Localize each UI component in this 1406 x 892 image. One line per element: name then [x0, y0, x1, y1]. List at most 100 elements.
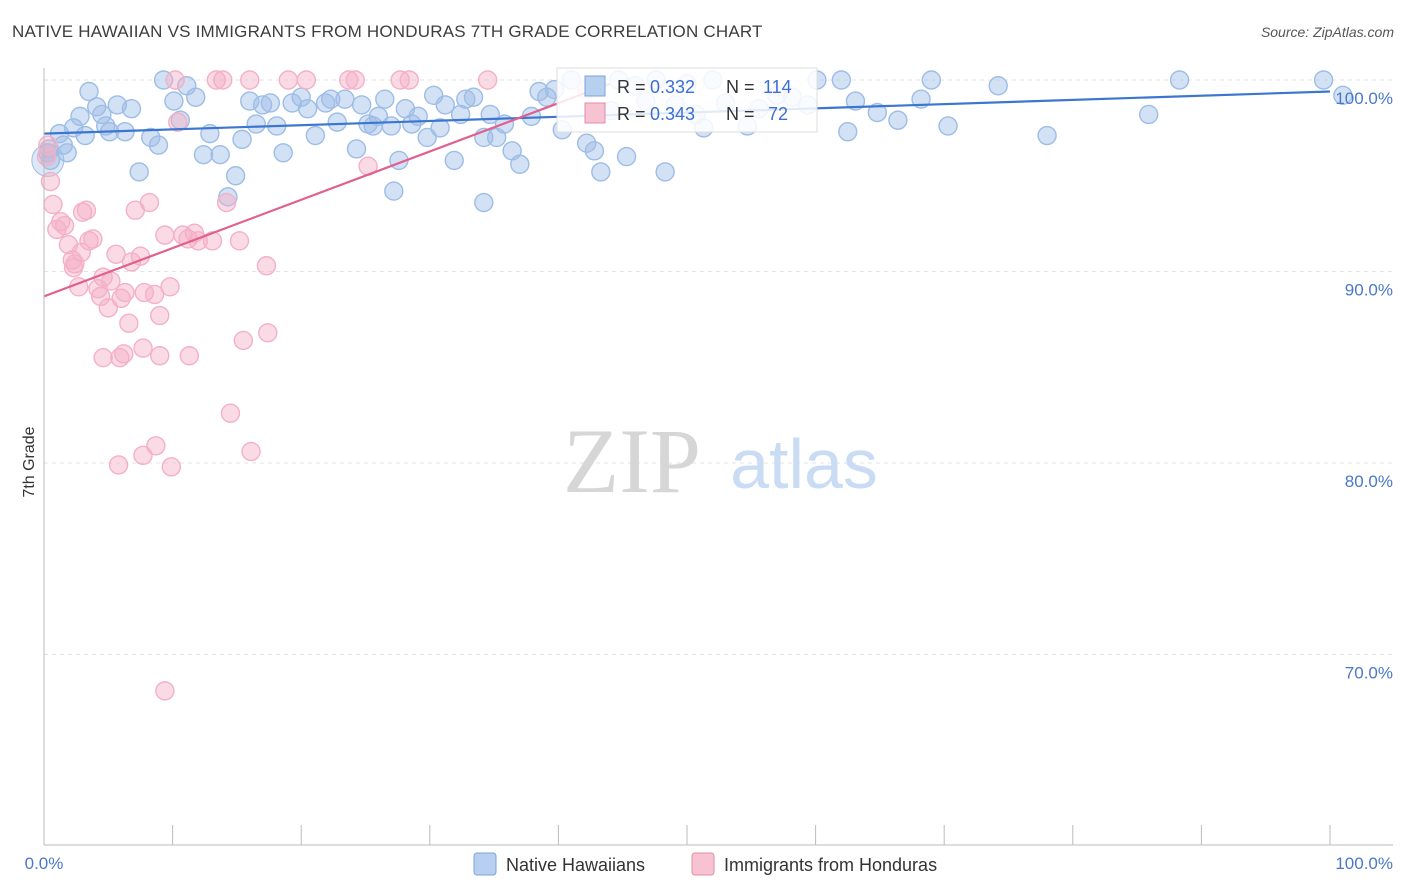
trend-line-honduras	[43, 82, 611, 298]
data-point-honduras	[399, 70, 419, 90]
y-tick-label: 80.0%	[1345, 472, 1393, 491]
data-point-native-hawaiian	[305, 125, 326, 146]
data-point-honduras	[93, 347, 113, 368]
x-tick-label-min: 0.0%	[25, 854, 64, 873]
data-point-native-hawaiian	[474, 192, 494, 213]
legend: Native Hawaiians Immigrants from Hondura…	[473, 852, 937, 876]
data-point-native-hawaiian	[867, 102, 888, 123]
data-point-honduras	[90, 286, 111, 307]
data-point-native-hawaiian	[297, 99, 318, 119]
data-point-honduras	[256, 256, 277, 276]
data-point-honduras	[83, 229, 103, 249]
data-point-native-hawaiian	[463, 87, 484, 107]
stats-n-value-2: 72	[763, 104, 788, 124]
legend-swatch-honduras	[691, 852, 715, 876]
data-point-native-hawaiian	[57, 143, 77, 163]
data-point-honduras	[160, 277, 180, 297]
data-point-native-hawaiian	[1037, 125, 1057, 146]
chart-source: Source: ZipAtlas.com	[1260, 24, 1394, 40]
data-point-native-hawaiian	[232, 129, 252, 150]
data-point-native-hawaiian	[1138, 104, 1159, 125]
data-point-honduras	[278, 70, 299, 90]
data-point-native-hawaiian	[79, 81, 99, 102]
data-point-native-hawaiian	[384, 181, 404, 201]
data-point-native-hawaiian	[1169, 70, 1190, 90]
watermark-zip: ZIP	[563, 410, 701, 512]
stats-swatch-blue	[584, 75, 606, 97]
data-point-native-hawaiian	[351, 95, 372, 115]
data-point-honduras	[150, 346, 170, 366]
data-point-native-hawaiian	[252, 95, 273, 115]
data-point-native-hawaiian	[430, 118, 450, 138]
gridlines	[44, 79, 1393, 655]
data-point-native-hawaiian	[346, 139, 367, 159]
legend-label-honduras: Immigrants from Honduras	[724, 855, 937, 875]
watermark: ZIP atlas	[563, 410, 878, 512]
data-point-native-hawaiian	[327, 112, 347, 132]
data-point-honduras	[43, 194, 63, 215]
data-point-native-hawaiian	[537, 87, 557, 107]
data-point-native-hawaiian	[368, 106, 389, 127]
data-point-native-hawaiian	[148, 135, 169, 155]
x-tick-label-max: 100.0%	[1335, 854, 1393, 873]
data-point-honduras	[161, 457, 182, 477]
data-point-honduras	[133, 338, 153, 358]
data-point-honduras	[213, 70, 233, 90]
y-tick-label: 70.0%	[1345, 664, 1393, 683]
data-point-honduras	[108, 455, 129, 475]
data-point-native-hawaiian	[121, 99, 142, 119]
legend-label-native-hawaiians: Native Hawaiians	[506, 855, 645, 875]
data-point-native-hawaiian	[381, 116, 401, 136]
data-point-native-hawaiian	[584, 141, 605, 161]
stats-r-value-1: 0.332	[650, 77, 695, 97]
data-point-honduras	[146, 436, 166, 456]
data-point-honduras	[220, 403, 241, 423]
data-point-honduras	[155, 681, 175, 701]
data-point-honduras	[110, 347, 130, 368]
data-point-honduras	[133, 445, 153, 466]
data-point-native-hawaiian	[186, 87, 206, 107]
data-point-native-hawaiian	[838, 122, 858, 142]
data-point-native-hawaiian	[164, 91, 184, 111]
data-point-honduras	[233, 330, 254, 351]
data-point-native-hawaiian	[417, 127, 437, 148]
data-point-honduras	[241, 441, 261, 462]
data-point-native-hawaiian	[193, 144, 214, 165]
axes	[43, 68, 1393, 846]
data-point-native-hawaiian	[141, 127, 161, 148]
data-point-honduras	[63, 257, 84, 278]
data-point-honduras	[179, 346, 200, 366]
data-point-honduras	[106, 244, 126, 264]
data-point-honduras	[258, 323, 278, 343]
data-point-honduras	[144, 284, 165, 305]
data-point-honduras	[119, 313, 139, 333]
data-point-honduras	[345, 70, 365, 90]
data-point-honduras	[477, 70, 498, 90]
stats-box: R = 0.332 N = 114 R = 0.343 N = 72	[556, 67, 818, 133]
data-point-native-hawaiian	[576, 133, 597, 153]
stats-swatch-pink	[584, 102, 606, 124]
chart-title: NATIVE HAWAIIAN VS IMMIGRANTS FROM HONDU…	[12, 22, 763, 41]
data-point-honduras	[240, 70, 260, 90]
data-point-honduras	[168, 112, 188, 132]
data-point-native-hawaiian	[408, 106, 428, 127]
x-tick-labels: 0.0% 100.0%	[25, 854, 1393, 873]
data-point-native-hawaiian	[616, 146, 637, 167]
data-point-honduras	[339, 70, 359, 90]
stats-r-label-2: R =	[617, 104, 646, 124]
data-point-native-hawaiian	[75, 125, 95, 146]
data-point-native-hawaiian	[831, 70, 852, 90]
data-point-native-hawaiian	[31, 143, 65, 177]
data-point-honduras	[71, 242, 91, 263]
series-honduras-points	[36, 70, 597, 701]
y-tick-label: 90.0%	[1345, 281, 1393, 300]
data-point-honduras	[54, 215, 75, 236]
data-point-honduras	[72, 202, 93, 222]
data-point-native-hawaiian	[591, 162, 611, 182]
y-tick-label: 100.0%	[1335, 89, 1393, 108]
data-point-native-hawaiian	[225, 166, 246, 186]
y-tick-labels: 100.0% 90.0% 80.0% 70.0%	[1335, 89, 1393, 683]
data-point-native-hawaiian	[210, 144, 230, 165]
data-point-native-hawaiian	[510, 154, 530, 174]
